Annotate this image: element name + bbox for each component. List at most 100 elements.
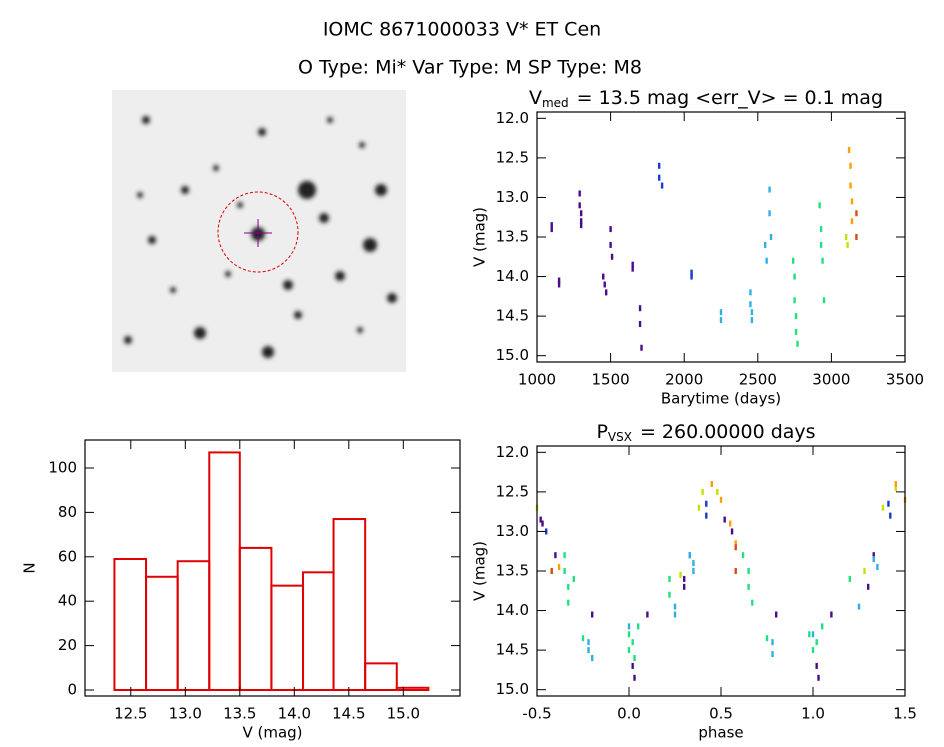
- x-tick-label: 0.0: [617, 705, 641, 723]
- data-point: [749, 301, 752, 308]
- x-tick-label: 1000: [518, 371, 556, 389]
- data-point: [822, 297, 826, 304]
- data-point: [557, 281, 561, 288]
- data-point: [857, 603, 861, 610]
- data-point: [850, 218, 854, 225]
- y-axis-label: V (mag): [471, 207, 489, 267]
- data-point: [796, 340, 799, 347]
- data-point: [867, 583, 870, 590]
- data-point: [876, 564, 879, 571]
- data-point: [855, 210, 858, 217]
- data-point: [683, 575, 686, 582]
- data-point: [734, 540, 737, 547]
- data-point: [631, 261, 634, 268]
- figure-title: IOMC 8671000033 V* ET Cen: [323, 19, 601, 41]
- data-point: [846, 241, 849, 248]
- y-tick-label: 13.5: [496, 228, 529, 246]
- data-point: [692, 560, 695, 567]
- data-point: [688, 552, 691, 559]
- data-point: [716, 488, 719, 495]
- data-point: [563, 552, 566, 559]
- histogram-bar: [332, 518, 367, 692]
- x-tick-label: 1.0: [801, 705, 825, 723]
- figure-subtitle: O Type: Mi* Var Type: M SP Type: M8: [298, 57, 642, 79]
- chart-title: PVSX = 260.00000 days: [596, 421, 815, 444]
- x-axis-label: phase: [698, 724, 743, 742]
- data-point: [567, 599, 570, 606]
- data-point: [657, 174, 661, 181]
- data-point: [734, 568, 737, 574]
- x-tick-label: 3000: [812, 371, 850, 389]
- plot-frame: [84, 439, 461, 697]
- data-point: [771, 651, 774, 658]
- data-point: [587, 639, 590, 646]
- data-point: [768, 186, 771, 193]
- title-rest: = 260.00000 days: [640, 421, 816, 443]
- title-main: V: [529, 87, 542, 109]
- x-tick-label: 1500: [592, 371, 630, 389]
- data-point: [844, 234, 848, 240]
- data-point: [741, 552, 745, 559]
- data-point: [578, 202, 581, 209]
- x-axis-label: V (mag): [242, 724, 302, 742]
- data-point: [811, 647, 815, 654]
- data-point: [872, 556, 875, 563]
- data-point: [811, 631, 815, 638]
- data-point: [848, 575, 851, 582]
- data-point: [679, 571, 682, 578]
- data-point: [554, 552, 557, 559]
- histogram-bar: [113, 558, 148, 692]
- histogram-bar: [364, 662, 398, 692]
- data-point: [550, 568, 553, 574]
- data-point: [819, 241, 823, 248]
- data-point: [545, 528, 548, 535]
- title-subscript: med: [542, 96, 569, 110]
- data-point: [572, 575, 575, 582]
- y-tick-label: 15.0: [496, 346, 529, 364]
- data-point: [821, 257, 824, 264]
- data-point: [750, 309, 754, 316]
- data-point: [793, 273, 796, 280]
- y-tick-label: 12.5: [496, 482, 529, 500]
- data-point: [627, 631, 631, 638]
- data-point: [660, 182, 664, 189]
- data-point: [850, 198, 854, 205]
- x-tick-label: 13.5: [223, 705, 256, 723]
- data-point: [539, 516, 542, 523]
- data-point: [768, 210, 771, 217]
- y-tick-label: 13.0: [496, 188, 529, 206]
- y-tick-label: 13.0: [496, 522, 529, 540]
- data-point: [631, 639, 634, 646]
- y-tick-label: 14.5: [496, 307, 529, 325]
- data-point: [849, 182, 852, 189]
- data-point: [541, 520, 544, 527]
- data-point: [765, 257, 768, 264]
- data-point: [638, 305, 642, 312]
- x-axis-label: Barytime (days): [661, 390, 781, 408]
- title-subscript: VSX: [608, 430, 632, 444]
- data-point: [705, 500, 708, 507]
- x-tick-label: 12.5: [114, 705, 147, 723]
- data-point: [791, 257, 795, 264]
- y-tick-label: 12.0: [496, 443, 529, 461]
- data-point: [638, 321, 642, 328]
- y-tick-label: 14.0: [496, 267, 529, 285]
- data-point: [640, 344, 643, 351]
- y-tick-label: 15.0: [496, 680, 529, 698]
- x-tick-label: 3500: [886, 371, 924, 389]
- x-tick-label: 1.5: [893, 705, 917, 723]
- data-point: [668, 575, 671, 582]
- data-point: [808, 631, 811, 638]
- data-point: [749, 289, 752, 296]
- data-point: [603, 281, 606, 288]
- data-point: [587, 647, 590, 654]
- data-point: [723, 516, 726, 523]
- data-point: [769, 234, 773, 240]
- data-point: [579, 210, 583, 217]
- data-point: [855, 234, 858, 240]
- data-point: [775, 611, 778, 618]
- data-point: [637, 623, 640, 630]
- data-point: [815, 639, 818, 646]
- data-point: [821, 623, 824, 630]
